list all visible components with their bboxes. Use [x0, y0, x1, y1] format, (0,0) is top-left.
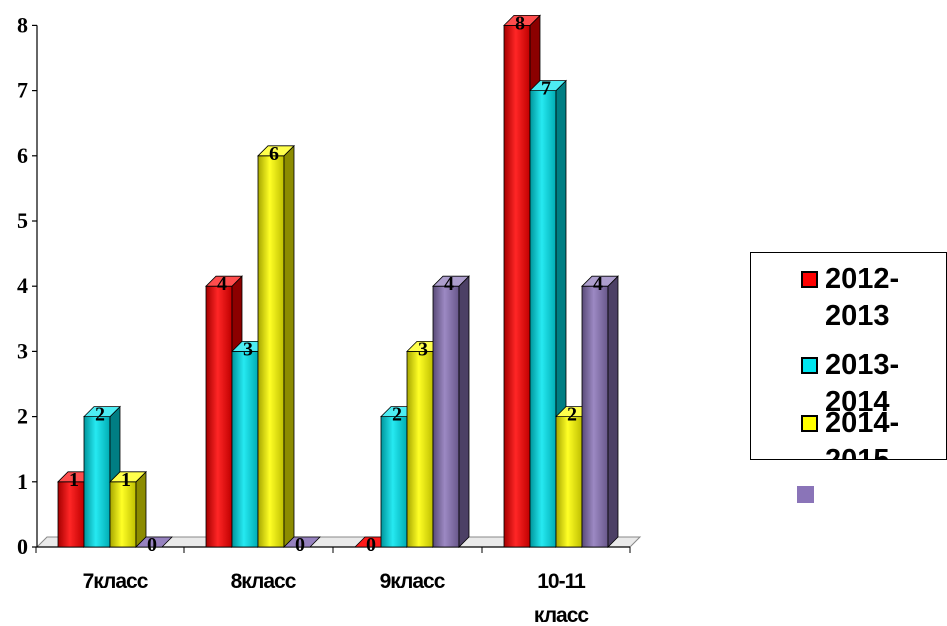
bar — [283, 536, 321, 548]
bar-front — [109, 481, 137, 548]
bar-front — [205, 285, 233, 548]
data-label: 4 — [444, 273, 454, 295]
legend-swatch — [801, 357, 818, 374]
x-tick-label: 9класс — [380, 570, 446, 593]
data-label: 0 — [147, 534, 157, 556]
data-label: 4 — [593, 273, 603, 295]
legend-label: 2012- 2013 — [825, 263, 900, 332]
data-label: 1 — [69, 469, 79, 491]
data-label: 3 — [418, 338, 428, 360]
bar-front — [380, 416, 408, 548]
bar — [432, 275, 470, 548]
chart-data-labels: 1 2 1 0 4 3 6 0 0 2 3 4 8 7 2 4 — [69, 12, 603, 556]
x-tick-label: 10-11 — [537, 570, 586, 593]
y-tick-label: 6 — [17, 143, 28, 168]
x-axis-categories: 7класс 8класс 9класс 10-11 класс — [35, 547, 631, 626]
data-label: 8 — [515, 12, 525, 34]
bar-top — [529, 80, 567, 91]
bar — [135, 536, 173, 548]
data-label: 6 — [269, 143, 279, 165]
data-label: 0 — [366, 534, 376, 556]
data-label: 7 — [541, 78, 551, 100]
bar-front — [529, 90, 557, 548]
legend-swatch-series-4 — [797, 486, 814, 503]
bar — [406, 340, 444, 548]
legend-label: 2014- 2015 — [825, 407, 900, 460]
bar-top — [283, 536, 321, 548]
y-tick-label: 0 — [17, 534, 28, 559]
data-label: 3 — [243, 338, 253, 360]
bar-top — [83, 406, 121, 418]
data-label: 2 — [95, 404, 105, 426]
data-label: 2 — [392, 404, 402, 426]
bar-front — [432, 285, 460, 548]
bar — [257, 144, 295, 548]
legend-label: 2013- 2014 — [825, 349, 900, 418]
legend-swatch — [801, 415, 818, 432]
data-label: 0 — [295, 534, 305, 556]
bar-top — [581, 275, 619, 287]
bar-top — [432, 275, 470, 287]
bar-side — [458, 275, 470, 548]
bar-front — [503, 24, 531, 548]
chart-bars — [57, 14, 619, 548]
bar-front — [555, 416, 583, 548]
data-label: 1 — [121, 469, 131, 491]
data-label: 2 — [567, 404, 577, 426]
bar-top — [109, 471, 147, 483]
y-tick-label: 8 — [17, 12, 28, 37]
x-tick-label: 8класс — [231, 570, 297, 593]
bar-top — [257, 145, 295, 157]
bar-front — [581, 285, 609, 548]
legend-swatch — [801, 271, 818, 288]
bar — [581, 275, 619, 548]
bar-front — [83, 416, 111, 548]
bar-top — [205, 275, 243, 287]
x-tick-label: 7класс — [83, 570, 149, 593]
y-tick-label: 2 — [17, 404, 28, 429]
bar-front — [257, 155, 285, 548]
bar-top — [503, 14, 541, 26]
y-tick-label: 3 — [17, 338, 28, 363]
y-tick-label: 7 — [17, 78, 28, 103]
bar-side — [135, 470, 147, 548]
bar-front — [231, 350, 259, 548]
bar-top — [135, 536, 173, 548]
y-axis-ticks: 0 1 2 3 4 5 6 7 8 — [17, 12, 37, 559]
y-tick-label: 1 — [17, 469, 28, 494]
data-label: 4 — [217, 273, 227, 295]
bar-side — [607, 275, 619, 548]
y-tick-label: 5 — [17, 208, 28, 233]
y-tick-label: 4 — [17, 273, 28, 298]
legend: 2012- 2013 2013- 2014 2014- 2015 — [750, 252, 947, 460]
bar-side — [283, 144, 295, 548]
bar-front — [406, 350, 434, 548]
bar-front — [57, 481, 85, 548]
x-tick-label: класс — [534, 604, 589, 626]
